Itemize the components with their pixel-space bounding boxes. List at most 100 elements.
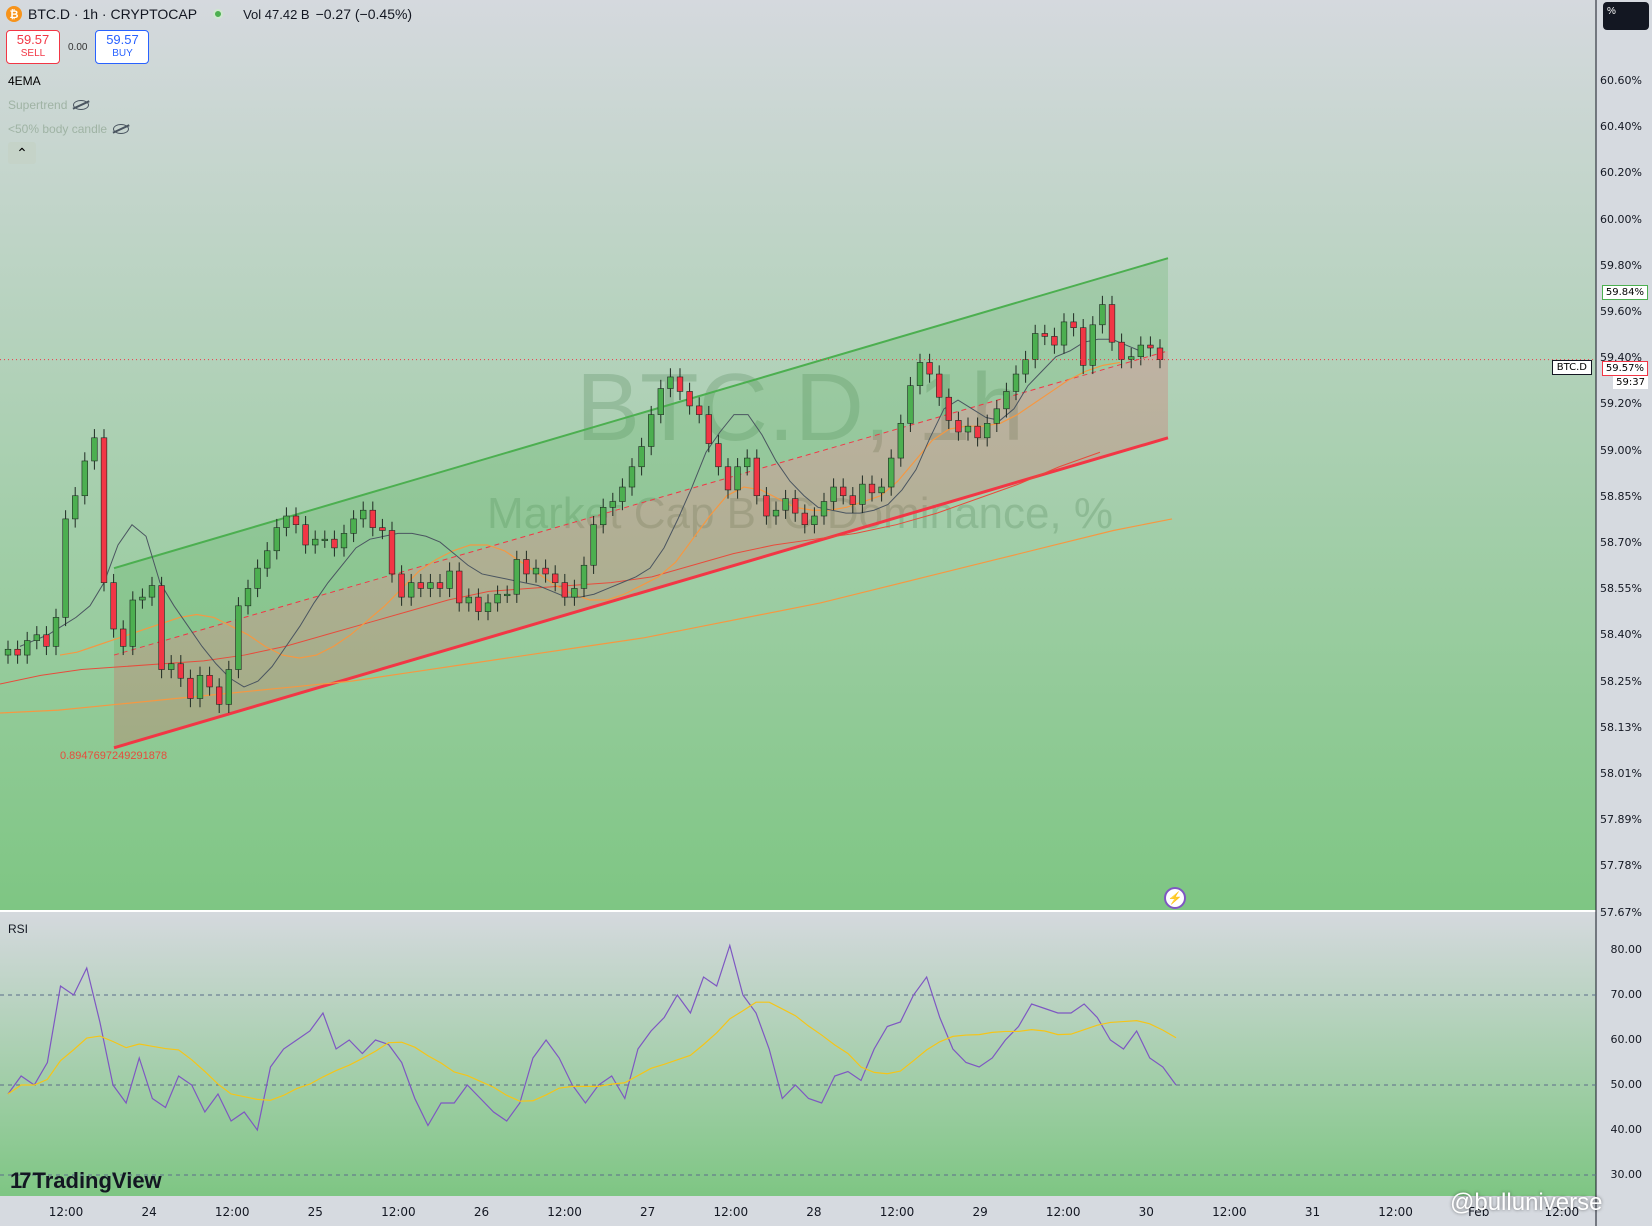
rsi-label[interactable]: RSI xyxy=(8,922,29,936)
candle-body xyxy=(312,538,319,546)
candle-body xyxy=(897,423,904,459)
candle-body xyxy=(696,405,703,415)
channel-mid-line xyxy=(113,350,1169,656)
eye-hidden-icon[interactable] xyxy=(73,100,90,110)
price-axis-label: 58.70% xyxy=(1600,536,1642,549)
indicator-4ema[interactable]: 4EMA xyxy=(8,74,41,88)
bitcoin-icon: ₿ xyxy=(6,6,22,22)
sell-button[interactable]: 59.57 SELL xyxy=(6,30,60,64)
collapse-indicators-button[interactable]: ⌃ xyxy=(8,142,36,164)
candle-body xyxy=(1070,321,1077,329)
candle-body xyxy=(81,460,88,497)
chevron-up-icon: ⌃ xyxy=(16,145,28,161)
countdown-tag: 59:37 xyxy=(1613,376,1648,389)
high-price-tag: 59.84% xyxy=(1601,285,1648,300)
candle-body xyxy=(72,495,79,520)
buy-label: BUY xyxy=(112,48,133,59)
indicator-supertrend[interactable]: Supertrend xyxy=(8,98,90,112)
channel-upper-line xyxy=(113,257,1169,570)
candle-body xyxy=(1012,373,1020,392)
candle-body xyxy=(465,596,472,604)
symbol-header[interactable]: ₿ BTC.D · 1h · CRYPTOCAP Vol 47.42 B −0.… xyxy=(6,6,412,22)
candle-body xyxy=(801,512,808,525)
last-price-tag: 59.57% xyxy=(1601,361,1648,376)
channel-lower-fill xyxy=(114,350,1168,748)
candle-body xyxy=(811,515,818,525)
candle-body xyxy=(196,675,204,699)
ema-200-line xyxy=(0,518,1173,714)
candle-body xyxy=(1032,333,1039,360)
price-axis-label: 59.20% xyxy=(1600,397,1642,411)
candle-body xyxy=(1137,344,1144,357)
candle-body xyxy=(945,396,952,421)
eye-hidden-icon[interactable] xyxy=(113,124,130,134)
symbol-line[interactable]: BTC.D · 1h · CRYPTOCAP xyxy=(28,6,198,22)
price-axis-label: 58.55% xyxy=(1600,582,1642,596)
candle-body xyxy=(427,582,434,589)
candle-body xyxy=(158,585,165,670)
candle-body xyxy=(33,634,40,641)
tradingview-mark-icon: 17 xyxy=(10,1168,32,1193)
candle-body xyxy=(1147,344,1154,349)
candle-body xyxy=(321,538,328,541)
sell-label: SELL xyxy=(20,48,46,59)
time-axis-label: 12:00 xyxy=(879,1205,915,1219)
buy-button[interactable]: 59.57 BUY xyxy=(95,30,150,64)
candle-body xyxy=(523,559,530,575)
symbol-tag: BTC.D xyxy=(1551,360,1592,375)
spread-value: 0.00 xyxy=(68,41,88,53)
candle-body xyxy=(91,437,98,462)
candle-body xyxy=(24,640,31,656)
candle-body xyxy=(148,585,156,598)
candle-body xyxy=(705,414,712,444)
candle-body xyxy=(1051,336,1058,346)
time-axis-label: 12:00 xyxy=(48,1205,84,1219)
candle-body xyxy=(494,593,501,604)
candle-body xyxy=(888,457,895,488)
price-axis-label: 58.85% xyxy=(1600,489,1642,503)
tradingview-logo[interactable]: 17 TradingView xyxy=(10,1168,162,1194)
rsi-axis-label: 50.00 xyxy=(1610,1078,1643,1091)
candle-body xyxy=(302,524,309,546)
lightning-icon[interactable]: ⚡ xyxy=(1164,887,1186,909)
candle-body xyxy=(235,605,242,670)
candle-body xyxy=(580,564,588,589)
time-axis-bg xyxy=(0,1196,1652,1226)
candle-body xyxy=(753,457,760,497)
candle-body xyxy=(772,509,780,517)
candle-body xyxy=(926,362,933,375)
price-axis-label: 58.25% xyxy=(1600,674,1642,688)
axis-bg xyxy=(1596,0,1652,1226)
candle-body xyxy=(1108,304,1116,343)
candle-body xyxy=(667,376,674,389)
candle-body xyxy=(916,362,924,386)
candle-body xyxy=(820,501,828,517)
percent-scale-button[interactable]: % xyxy=(1603,2,1649,30)
candle-body xyxy=(628,466,636,488)
price-axis-label: 58.13% xyxy=(1600,720,1642,734)
candle-body xyxy=(724,466,732,491)
rsi-ma-line xyxy=(7,1001,1177,1102)
candle-body xyxy=(590,524,597,566)
time-axis-label: 12:00 xyxy=(1045,1205,1081,1219)
rsi-axis-label: 30.00 xyxy=(1610,1168,1643,1181)
indicator-label: Supertrend xyxy=(8,98,68,112)
ema-long-line xyxy=(0,451,1101,685)
time-axis-label: 12:00 xyxy=(1544,1205,1580,1219)
candle-body xyxy=(792,498,799,514)
change-value: −0.27 (−0.45%) xyxy=(315,6,413,22)
candle-body xyxy=(129,599,136,647)
indicator-body-candle[interactable]: <50% body candle xyxy=(8,122,130,136)
candle-body xyxy=(100,437,108,583)
candle-body xyxy=(1022,359,1029,375)
candle-body xyxy=(686,391,693,407)
time-axis-label: 24 xyxy=(141,1205,157,1219)
candle-body xyxy=(1128,356,1135,360)
price-axis-label: 57.78% xyxy=(1600,859,1642,873)
candle-body xyxy=(849,495,856,505)
price-axis-label: 59.60% xyxy=(1600,305,1642,318)
rsi-axis-label: 80.00 xyxy=(1610,943,1643,956)
price-axis-label: 59.40% xyxy=(1600,351,1642,365)
rsi-axis-label: 40.00 xyxy=(1610,1123,1643,1136)
